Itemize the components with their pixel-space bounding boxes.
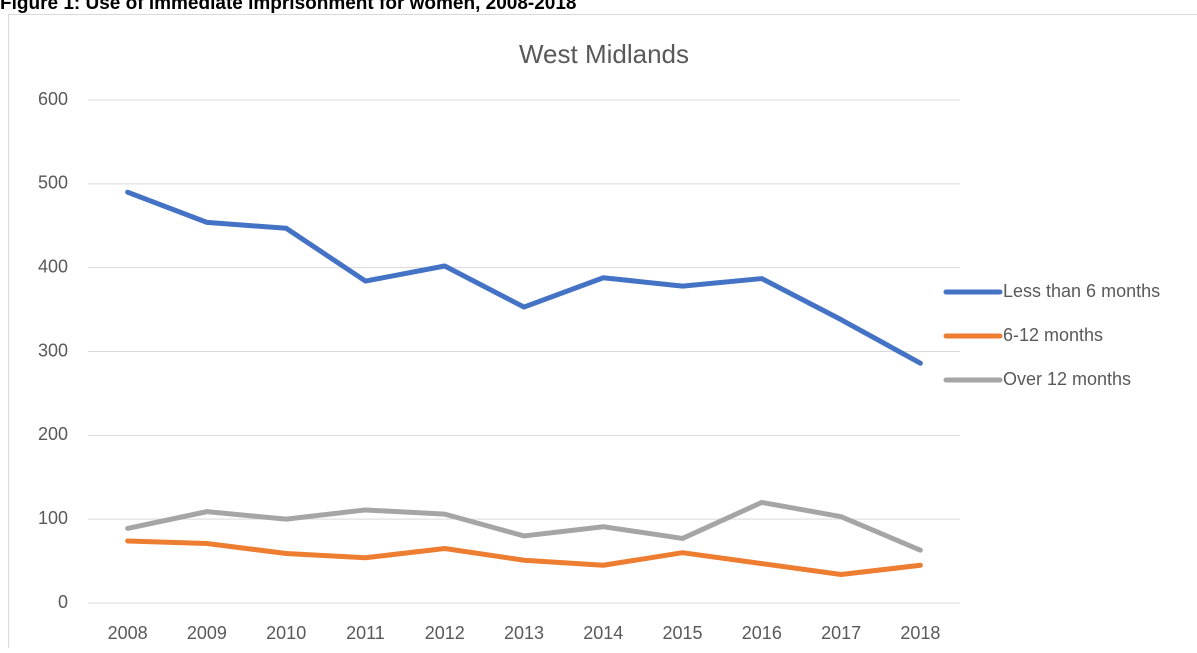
y-tick-label: 500 — [38, 173, 68, 193]
y-tick-label: 600 — [38, 89, 68, 109]
x-tick-label: 2017 — [821, 623, 861, 643]
x-tick-label: 2009 — [187, 623, 227, 643]
series-line — [128, 192, 921, 363]
y-tick-label: 300 — [38, 340, 68, 360]
y-tick-label: 0 — [58, 592, 68, 612]
y-tick-label: 400 — [38, 256, 68, 276]
x-tick-label: 2013 — [504, 623, 544, 643]
x-tick-label: 2010 — [266, 623, 306, 643]
legend-label: 6-12 months — [1003, 325, 1103, 345]
x-tick-label: 2015 — [663, 623, 703, 643]
x-tick-label: 2011 — [346, 623, 385, 643]
x-tick-label: 2016 — [742, 623, 782, 643]
y-tick-label: 200 — [38, 424, 68, 444]
x-tick-label: 2018 — [900, 623, 940, 643]
y-tick-label: 100 — [38, 508, 68, 528]
series-line — [128, 541, 921, 575]
legend-label: Less than 6 months — [1003, 281, 1160, 301]
x-tick-label: 2008 — [108, 623, 148, 643]
x-tick-label: 2014 — [583, 623, 623, 643]
legend-label: Over 12 months — [1003, 369, 1131, 389]
figure-caption: Figure 1: Use of immediate imprisonment … — [0, 0, 577, 14]
chart-title: West Midlands — [519, 39, 689, 69]
series-line — [128, 502, 921, 550]
x-tick-label: 2012 — [425, 623, 465, 643]
